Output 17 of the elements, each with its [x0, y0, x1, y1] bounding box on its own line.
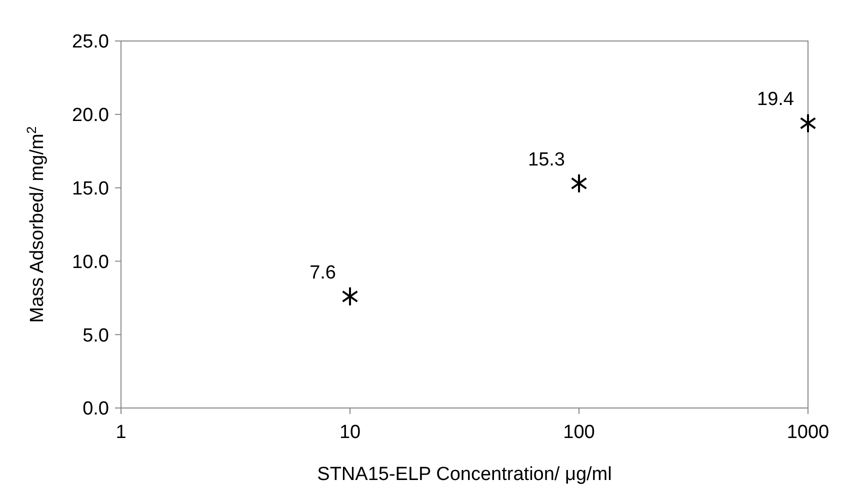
y-tick-label: 20.0	[72, 105, 109, 126]
point	[570, 173, 588, 194]
y-tick-label: 25.0	[72, 32, 109, 53]
x-tick-label: 10	[339, 422, 361, 443]
point	[342, 286, 358, 306]
data-label: 15.3	[528, 149, 565, 170]
point	[800, 113, 816, 134]
data-label: 19.4	[757, 89, 794, 110]
y-tick-label: 5.0	[82, 325, 109, 346]
x-axis-title: STNA15-ELP Concentration/ μg/ml	[317, 464, 612, 485]
y-tick-label: 0.0	[82, 398, 109, 420]
y-tick-label: 15.0	[72, 178, 109, 200]
x-tick-label: 1000	[786, 422, 830, 443]
x-tick-label: 100	[563, 422, 595, 443]
y-tick-label: 10.0	[72, 252, 109, 273]
data-label: 7.6	[310, 262, 336, 284]
x-tick-label: 1	[116, 422, 126, 443]
